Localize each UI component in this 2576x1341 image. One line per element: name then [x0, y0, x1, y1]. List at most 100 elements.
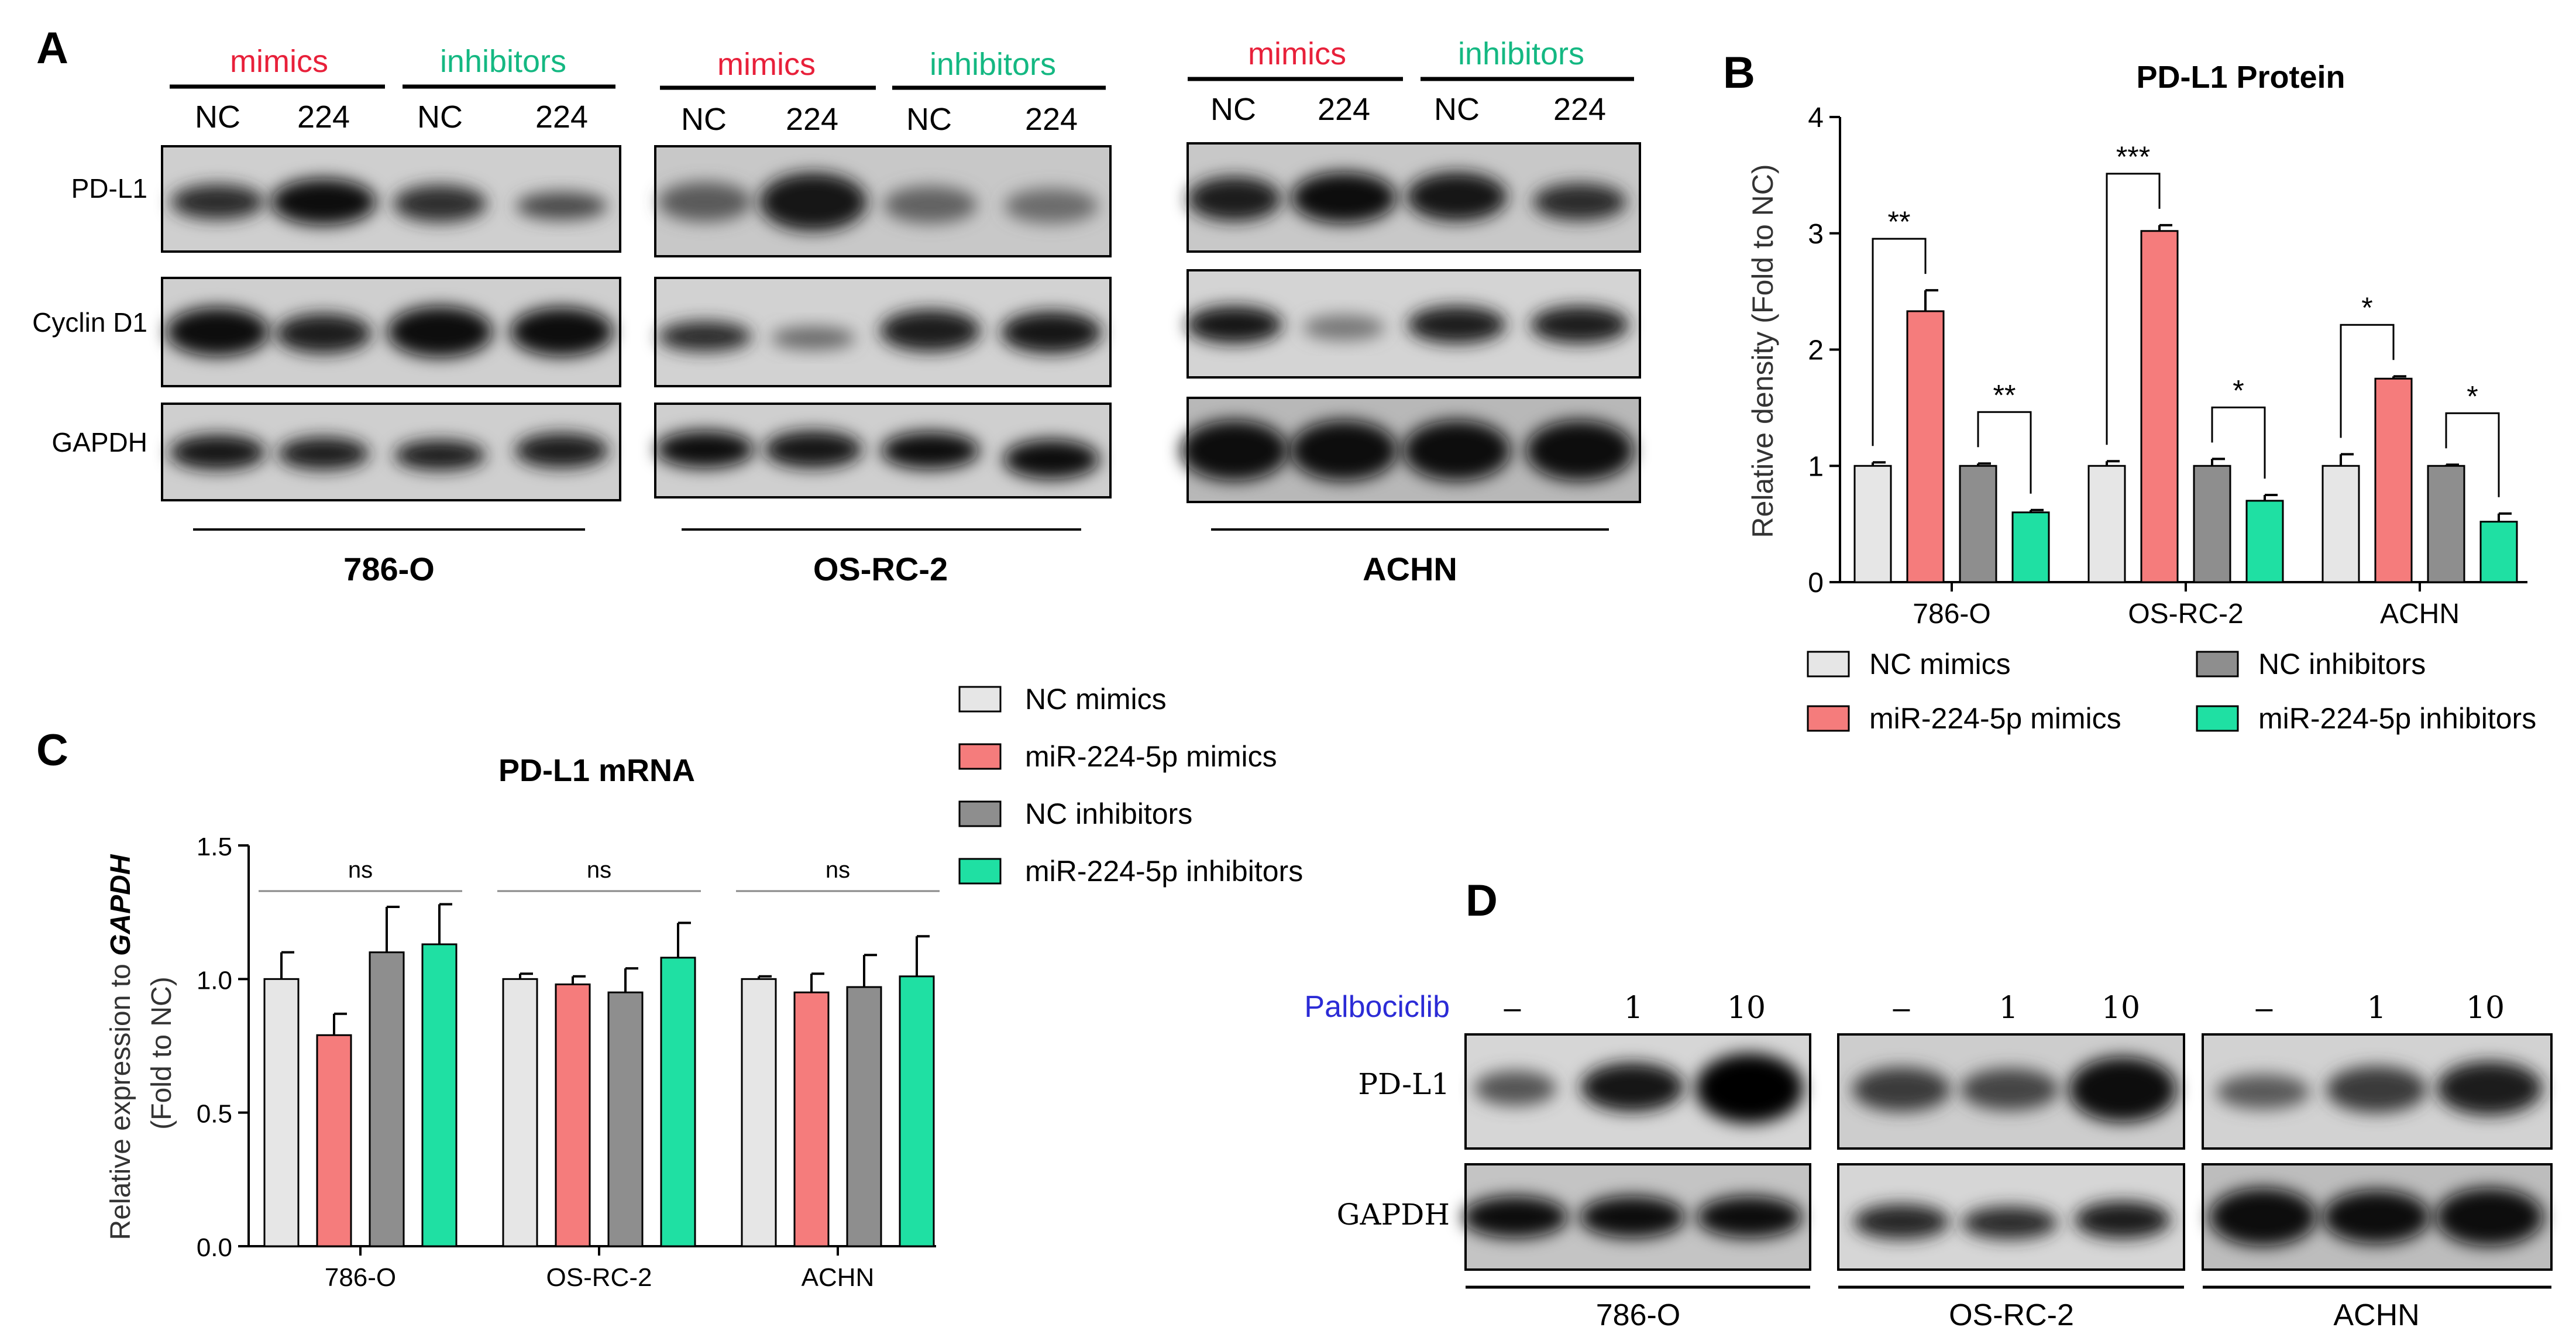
y-tick-label: 0.0 [197, 1233, 232, 1262]
legend-swatch [958, 743, 1002, 770]
bar [2011, 511, 2050, 583]
legend-swatch [2196, 651, 2239, 678]
lane-224: 224 [1553, 92, 1606, 127]
lane-nc: NC [906, 102, 952, 137]
significance-label: ** [1888, 205, 1911, 238]
treatment-label: Palbociclib [1304, 990, 1450, 1024]
cell-line-label: OS-RC-2 [1949, 1298, 2074, 1332]
blot-row-label-pdl1: PD-L1 [71, 173, 147, 204]
significance-label: ns [348, 857, 373, 883]
legend-swatch [958, 800, 1002, 827]
bar [555, 983, 591, 1247]
cell-line-label: OS-RC-2 [813, 551, 948, 587]
lane-224: 224 [297, 99, 350, 135]
header-mimics: mimics [1248, 36, 1346, 71]
blot-d-os-rc-2: – 1 10 OS-RC-2 [1837, 991, 2185, 1332]
blot-d-achn: – 1 10 ACHN [2202, 991, 2553, 1332]
blot-group-786-o: mimics inhibitors NC 224 NC 224 786-O [161, 44, 621, 587]
bar [607, 991, 644, 1247]
bar [2427, 465, 2465, 583]
bar [660, 957, 696, 1247]
header-inhibitors: inhibitors [440, 44, 566, 79]
legend-label: NC inhibitors [2258, 648, 2426, 680]
blot-group-os-rc-2: mimics inhibitors NC 224 NC 224 OS-RC-2 [654, 47, 1112, 587]
bar [2193, 465, 2231, 583]
significance-label: * [2361, 291, 2372, 324]
cell-line-label: 786-O [343, 551, 435, 587]
bar [2374, 377, 2413, 583]
chart-pdl1-mrna: PD-L1 mRNA 0.0 0.5 1.0 1.5 786-O OS-RC-2 ACHN Re… [105, 683, 1303, 1292]
y-tick-label: 0 [1808, 568, 1824, 599]
bar [741, 978, 777, 1247]
bar [793, 991, 830, 1247]
bar [263, 978, 300, 1247]
lane-224: 224 [1025, 102, 1078, 137]
dose-label: 1 [2367, 991, 2386, 1026]
x-tick-label: ACHN [2380, 599, 2460, 630]
panel-letter-c: C [36, 725, 68, 775]
header-mimics: mimics [717, 47, 816, 82]
bar [899, 975, 935, 1247]
significance-label: * [2233, 374, 2244, 407]
legend-label: NC mimics [1869, 648, 2011, 680]
bar [2140, 230, 2179, 583]
bar [2322, 465, 2360, 583]
x-tick-label: 786-O [325, 1263, 396, 1292]
bar [1959, 465, 1997, 583]
bar [2087, 465, 2126, 583]
significance-label: ** [1993, 379, 2016, 411]
bar [421, 943, 458, 1247]
legend-swatch [1807, 651, 1850, 678]
dose-label: 10 [2102, 991, 2140, 1026]
y-tick-label: 2 [1808, 335, 1824, 366]
lane-nc: NC [1210, 92, 1256, 127]
bar [1906, 310, 1945, 583]
legend-swatch [2196, 705, 2239, 732]
significance-bracket [1977, 411, 2032, 494]
y-axis-label: Relative density (Fold to NC) [1746, 164, 1779, 538]
significance-bracket [2445, 412, 2500, 497]
chart-title: PD-L1 mRNA [498, 753, 695, 788]
lane-nc: NC [195, 99, 240, 135]
bar [316, 1034, 352, 1247]
bar [2245, 500, 2284, 583]
legend-label: miR-224-5p mimics [1025, 740, 1277, 773]
legend-label: miR-224-5p inhibitors [2258, 702, 2536, 735]
y-axis-label: Relative expression to GAPDH [105, 854, 136, 1240]
dose-label: – [1893, 991, 1910, 1025]
x-tick-label: 786-O [1913, 599, 1990, 630]
significance-label: ns [587, 857, 611, 883]
dose-label: 10 [1727, 991, 1766, 1026]
y-tick-label: 1 [1808, 451, 1824, 482]
blot-row-label-cyclin-d1: Cyclin D1 [32, 307, 147, 338]
significance-bracket [1872, 238, 1927, 446]
y-axis-sublabel: (Fold to NC) [146, 976, 177, 1129]
legend-swatch [1807, 705, 1850, 732]
legend-swatch [958, 686, 1002, 713]
blot-row-label-gapdh: GAPDH [51, 427, 147, 458]
lane-nc: NC [417, 99, 463, 135]
chart-title: PD-L1 Protein [2136, 60, 2345, 95]
chart-pdl1-protein: PD-L1 Protein 0 1 2 3 4 786-O OS-RC-2 ACHN Relati… [1746, 60, 2536, 735]
lane-nc: NC [681, 102, 727, 137]
dose-label: – [1504, 991, 1521, 1025]
bar [846, 986, 882, 1247]
cell-line-label: 786-O [1596, 1298, 1681, 1332]
y-tick-label: 1.0 [197, 966, 232, 995]
header-inhibitors: inhibitors [1458, 36, 1584, 71]
panel-letter-a: A [36, 23, 68, 73]
lane-224: 224 [786, 102, 838, 137]
x-tick-label: OS-RC-2 [2128, 599, 2243, 630]
bar [502, 978, 538, 1247]
y-tick-label: 0.5 [197, 1100, 232, 1129]
blot-row-label-gapdh: GAPDH [1337, 1198, 1450, 1232]
legend-swatch [958, 858, 1002, 885]
legend-label: NC mimics [1025, 683, 1167, 716]
header-mimics: mimics [230, 44, 328, 79]
dose-label: 10 [2466, 991, 2505, 1026]
panel-letter-d: D [1466, 876, 1498, 926]
blot-d-786-o: – 1 10 786-O [1463, 991, 1811, 1332]
y-tick-label: 1.5 [197, 833, 232, 861]
y-tick-label: 4 [1808, 102, 1824, 133]
y-tick-label: 3 [1808, 219, 1824, 250]
